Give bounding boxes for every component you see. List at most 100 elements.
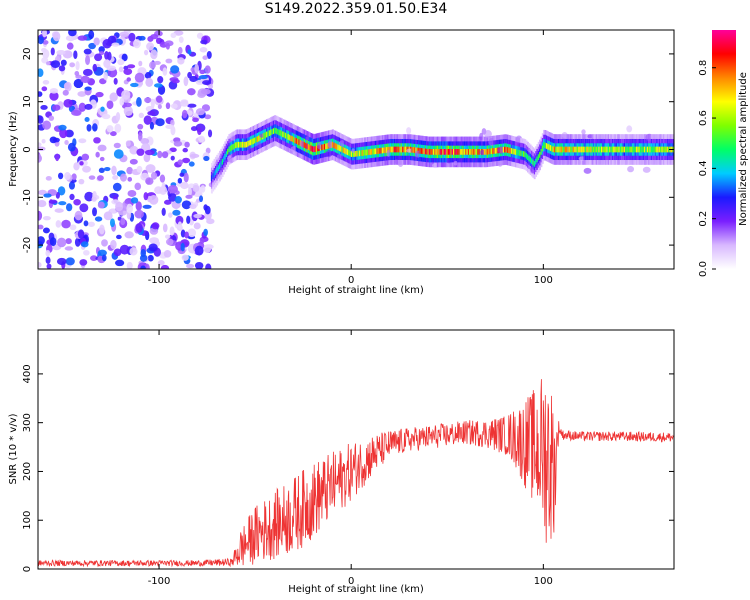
spectrogram-cell — [97, 249, 107, 257]
spectrogram-ridge-cell — [255, 136, 258, 143]
spectrogram-cell — [93, 137, 101, 144]
spectrogram-cell — [127, 190, 137, 197]
spectrogram-cell — [119, 31, 130, 38]
spectrogram-cell — [453, 160, 458, 166]
spectrogram-ridge-cell — [360, 150, 363, 157]
spectrogram-cell — [394, 159, 399, 164]
spectrogram-cell — [91, 196, 97, 202]
spectrogram-cell — [128, 32, 136, 42]
spectrogram-cell — [205, 263, 212, 269]
spectrogram-ridge-cell — [545, 143, 548, 149]
spectrogram-cell — [125, 140, 131, 147]
spectrogram-ridge-cell — [245, 141, 248, 148]
spectrogram-ridge-cell — [587, 146, 590, 153]
spectrogram-cell — [83, 48, 92, 55]
spectrogram-cell — [139, 254, 148, 262]
spectrogram-ridge-cell — [370, 148, 373, 155]
spectrogram-cell — [114, 259, 125, 267]
spectrogram-cell — [38, 115, 44, 124]
x-tick-label: 100 — [534, 275, 553, 286]
spectrogram-cell — [41, 138, 46, 144]
spectrogram-ridge-cell — [609, 146, 611, 153]
spectrogram-ridge-cell — [529, 156, 532, 163]
spectrogram-ridge-cell — [397, 146, 400, 153]
spectrogram-ridge-cell — [393, 146, 396, 153]
spectrogram-cell — [38, 142, 42, 147]
spectrogram-cell — [83, 220, 89, 227]
spectrogram-cell — [182, 157, 191, 164]
spectrogram-ridge-cell — [574, 146, 576, 153]
spectrogram-ridge-cell — [326, 143, 329, 149]
spectrogram-ridge-cell — [556, 146, 559, 153]
spectrogram-cell — [111, 42, 120, 47]
spectrogram-ridge-cell — [368, 149, 371, 156]
spectrogram-ridge-cell — [518, 150, 521, 156]
spectrogram-cell — [101, 254, 107, 262]
spectrogram-ridge-cell — [566, 146, 568, 153]
spectrogram-cell — [187, 186, 192, 197]
spectrogram-cell — [136, 97, 142, 107]
spectrogram-ridge-cell — [516, 149, 519, 156]
spectrogram-ridge-cell — [625, 146, 628, 153]
spectrogram-ridge-cell — [297, 138, 299, 145]
spectrogram-cell — [197, 127, 202, 136]
spectrogram-cell — [50, 60, 61, 69]
colorbar-gradient — [712, 30, 736, 269]
spectrogram-cell — [90, 255, 98, 262]
spectrogram-cell — [69, 193, 75, 201]
spectrogram-ridge-cell — [268, 130, 271, 137]
spectrogram-cell — [120, 217, 126, 226]
spectrogram-cell — [45, 256, 51, 264]
spectrogram-ridge-cell — [241, 141, 244, 148]
spectrogram-cell — [103, 71, 108, 81]
spectrogram-ridge-cell — [235, 142, 238, 149]
spectrogram-cell — [497, 160, 503, 167]
spectrogram-cell — [162, 223, 168, 233]
spectrogram-ridge-cell — [471, 149, 474, 155]
spectrogram-cell — [38, 199, 47, 208]
spectrogram-ridge-cell — [315, 145, 318, 152]
spectrogram-ridge-cell — [622, 146, 625, 153]
spectrogram-cell — [103, 166, 111, 172]
spectrogram-cell — [168, 192, 177, 202]
spectrogram-cell — [87, 221, 95, 227]
spectrogram-ridge-cell — [364, 149, 367, 156]
spectrogram-ridge-cell — [333, 142, 336, 149]
spectrogram-ridge-cell — [611, 146, 614, 153]
spectrogram-ridge-cell — [264, 132, 267, 139]
spectrogram-cell — [84, 86, 92, 91]
spectrogram-cell — [66, 42, 74, 50]
spectrogram-cell — [206, 50, 212, 59]
spectrogram-cell — [101, 239, 108, 247]
spectrogram-cell — [38, 262, 42, 268]
spectrogram-ridge-cell — [256, 136, 259, 143]
y-tick-label: 100 — [22, 511, 33, 530]
spectrogram-cell — [129, 145, 139, 155]
spectrogram-ridge-cell — [283, 132, 286, 138]
spectrogram-cell — [164, 234, 171, 239]
spectrogram-cell — [155, 95, 163, 103]
spectrogram-cell — [351, 148, 356, 153]
spectrogram-cell — [181, 109, 188, 119]
spectrogram-cell — [38, 224, 44, 230]
spectrogram-ridge-cell — [602, 146, 605, 153]
spectrogram-cell — [154, 186, 163, 194]
spectrogram-ridge-cell — [517, 149, 520, 156]
spectrogram-cell — [174, 196, 182, 204]
spectrogram-ridge-cell — [646, 146, 649, 153]
spectrogram-ridge-cell — [369, 149, 372, 155]
spectrogram-ridge-cell — [278, 129, 281, 136]
spectrogram-cell — [197, 135, 205, 143]
spectrogram-cell — [65, 257, 75, 266]
spectrogram-cell — [155, 118, 165, 127]
spectrogram-cell — [142, 204, 152, 209]
spectrogram-cell — [150, 33, 159, 40]
spectrogram-ridge-cell — [555, 146, 558, 153]
spectrogram-ridge-cell — [629, 146, 632, 153]
spectrogram-ridge-cell — [492, 148, 494, 154]
spectrogram-ridge-cell — [411, 146, 414, 153]
spectrogram-ridge-cell — [231, 144, 234, 151]
spectrogram-cell — [60, 59, 67, 66]
spectrogram-ridge-cell — [237, 141, 240, 148]
